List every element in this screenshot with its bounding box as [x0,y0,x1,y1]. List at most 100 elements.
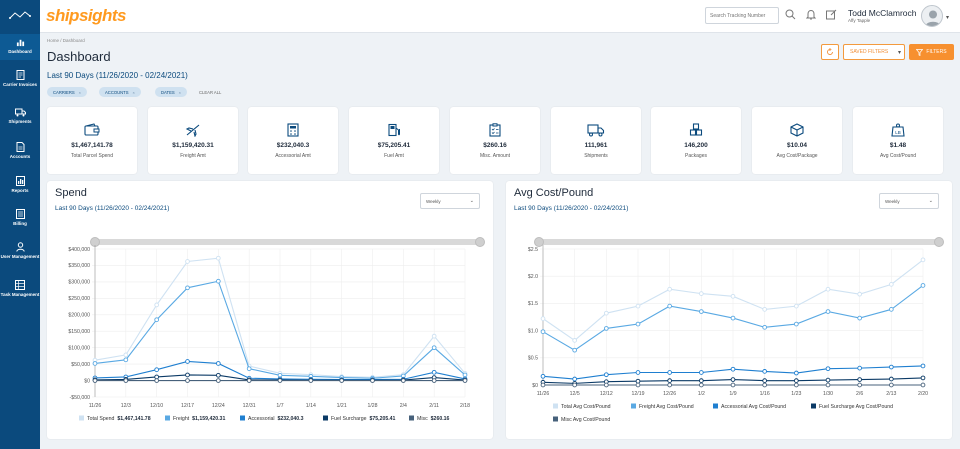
kpi-label: Shipments [584,153,608,159]
edit-icon[interactable] [826,9,837,20]
legend-label: Freight [173,416,190,422]
filter-chip-carriers[interactable]: CARRIERS × [47,87,87,97]
sidebar-item-task-management[interactable]: Task Management [0,280,40,298]
route-icon [9,11,31,19]
data-point [730,377,736,382]
x-tick-label: 12/10 [150,403,163,409]
sidebar: Dashboard Carrier Invoices Shipments Acc… [0,0,40,449]
data-point [540,382,546,388]
data-point [888,376,894,382]
date-range-label: Last 90 Days (11/26/2020 - 02/24/2021) [47,71,188,80]
refresh-icon [827,48,833,55]
user-name[interactable]: Todd McClamroch [848,8,917,18]
data-point [185,372,190,378]
sidebar-item-billing[interactable]: Billing [0,209,40,227]
spend-panel: Spend Last 90 Days (11/26/2020 - 02/24/2… [47,181,493,439]
boxes-icon [689,123,703,136]
sidebar-item-reports[interactable]: Reports [0,176,40,194]
sidebar-item-dashboard[interactable]: Dashboard [0,34,40,60]
clear-all-link[interactable]: CLEAR ALL [199,90,222,95]
data-point [635,382,641,388]
data-point [635,321,641,327]
sidebar-logo[interactable] [0,0,40,30]
data-point [920,257,926,263]
breadcrumb: Home / Dashboard [47,38,85,43]
filter-icon [916,48,924,56]
interval-select[interactable]: Weekly ⌄ [879,193,939,209]
close-icon[interactable]: × [78,89,81,95]
data-point [793,321,799,327]
kpi-misc-amount: $260.16 Misc. Amount [450,107,540,174]
kpi-freight-amt: $1,159,420.31 Freight Amt [148,107,238,174]
legend-label: Total Avg Cost/Pound [561,404,611,410]
x-tick-label: 1/9 [729,391,736,397]
chevron-down-icon[interactable]: ▾ [946,15,950,21]
y-tick-label: $200,000 [68,313,90,319]
sidebar-item-user-management[interactable]: User Management [0,242,40,260]
legend-label: Total Spend [87,416,115,422]
x-tick-label: 1/30 [823,391,833,397]
sidebar-item-accounts[interactable]: Accounts [0,142,40,160]
page-title: Dashboard [47,49,111,64]
filter-chip-accounts[interactable]: ACCOUNTS × [99,87,141,97]
data-point [762,369,768,374]
sidebar-item-label: Dashboard [8,49,32,54]
x-tick-label: 2/13 [886,391,896,397]
sidebar-item-shipments[interactable]: Shipments [0,108,40,125]
tracking-search-input[interactable] [705,7,779,24]
y-tick-label: -$50,000 [70,395,91,401]
data-point [667,378,673,383]
interval-select[interactable]: Weekly ⌄ [420,193,480,209]
search-icon[interactable] [785,9,796,20]
filter-chip-dates[interactable]: DATES × [155,87,187,97]
avatar[interactable] [921,5,943,27]
y-tick-label: $100,000 [68,345,90,351]
data-point [793,370,799,376]
legend-label: Misc Avg Cost/Pound [561,417,610,423]
airplane-icon [185,124,200,137]
kpi-accessorial-amt: $232,040.3 Accessorial Amt [248,107,338,174]
data-point [154,317,160,323]
bell-icon[interactable] [806,9,816,20]
data-point [730,293,736,299]
x-tick-label: 12/12 [600,391,613,397]
clipboard-icon [489,123,501,137]
sidebar-item-carrier-invoices[interactable]: Carrier Invoices [0,70,40,88]
brand-logo[interactable]: shipsights [46,6,127,25]
data-point [888,364,894,370]
data-point [888,382,894,388]
sidebar-item-label: Shipments [8,119,32,124]
y-tick-label: $2.5 [528,247,538,253]
data-point [667,286,673,292]
close-icon[interactable]: × [178,89,181,95]
refresh-button[interactable] [821,44,839,60]
data-point [572,338,578,343]
data-point [154,378,160,383]
interval-select-value: Weekly [426,199,441,204]
data-point [215,361,221,366]
chevron-down-icon: ⌄ [469,198,474,204]
data-point [572,376,578,382]
close-icon[interactable]: × [132,89,135,95]
y-tick-label: $300,000 [68,280,90,286]
user-icon [15,242,25,252]
data-point [825,286,831,292]
data-point [698,370,704,375]
x-tick-label: 1/21 [337,403,347,409]
x-tick-label: 1/23 [791,391,801,397]
y-tick-label: $2.0 [528,274,538,280]
data-point [123,378,129,383]
kpi-label: Avg Cost/Package [776,153,818,159]
y-tick-label: $250,000 [68,296,90,302]
data-point [603,372,609,378]
data-point [308,378,314,383]
data-point [462,372,468,378]
kpi-packages: 146,200 Packages [651,107,741,174]
data-point [572,382,578,388]
data-point [730,315,736,321]
svg-text:LB: LB [895,130,901,135]
avg-cost-chart: $2.5 $2.0 $1.5 $1.0 $0.5 $0 11/26 12/5 12/12 12/1… [528,237,944,423]
filters-button[interactable]: FILTERS [909,44,954,60]
saved-filters-dropdown[interactable]: SAVED FILTERS ▾ [843,44,905,60]
data-point [793,303,799,309]
